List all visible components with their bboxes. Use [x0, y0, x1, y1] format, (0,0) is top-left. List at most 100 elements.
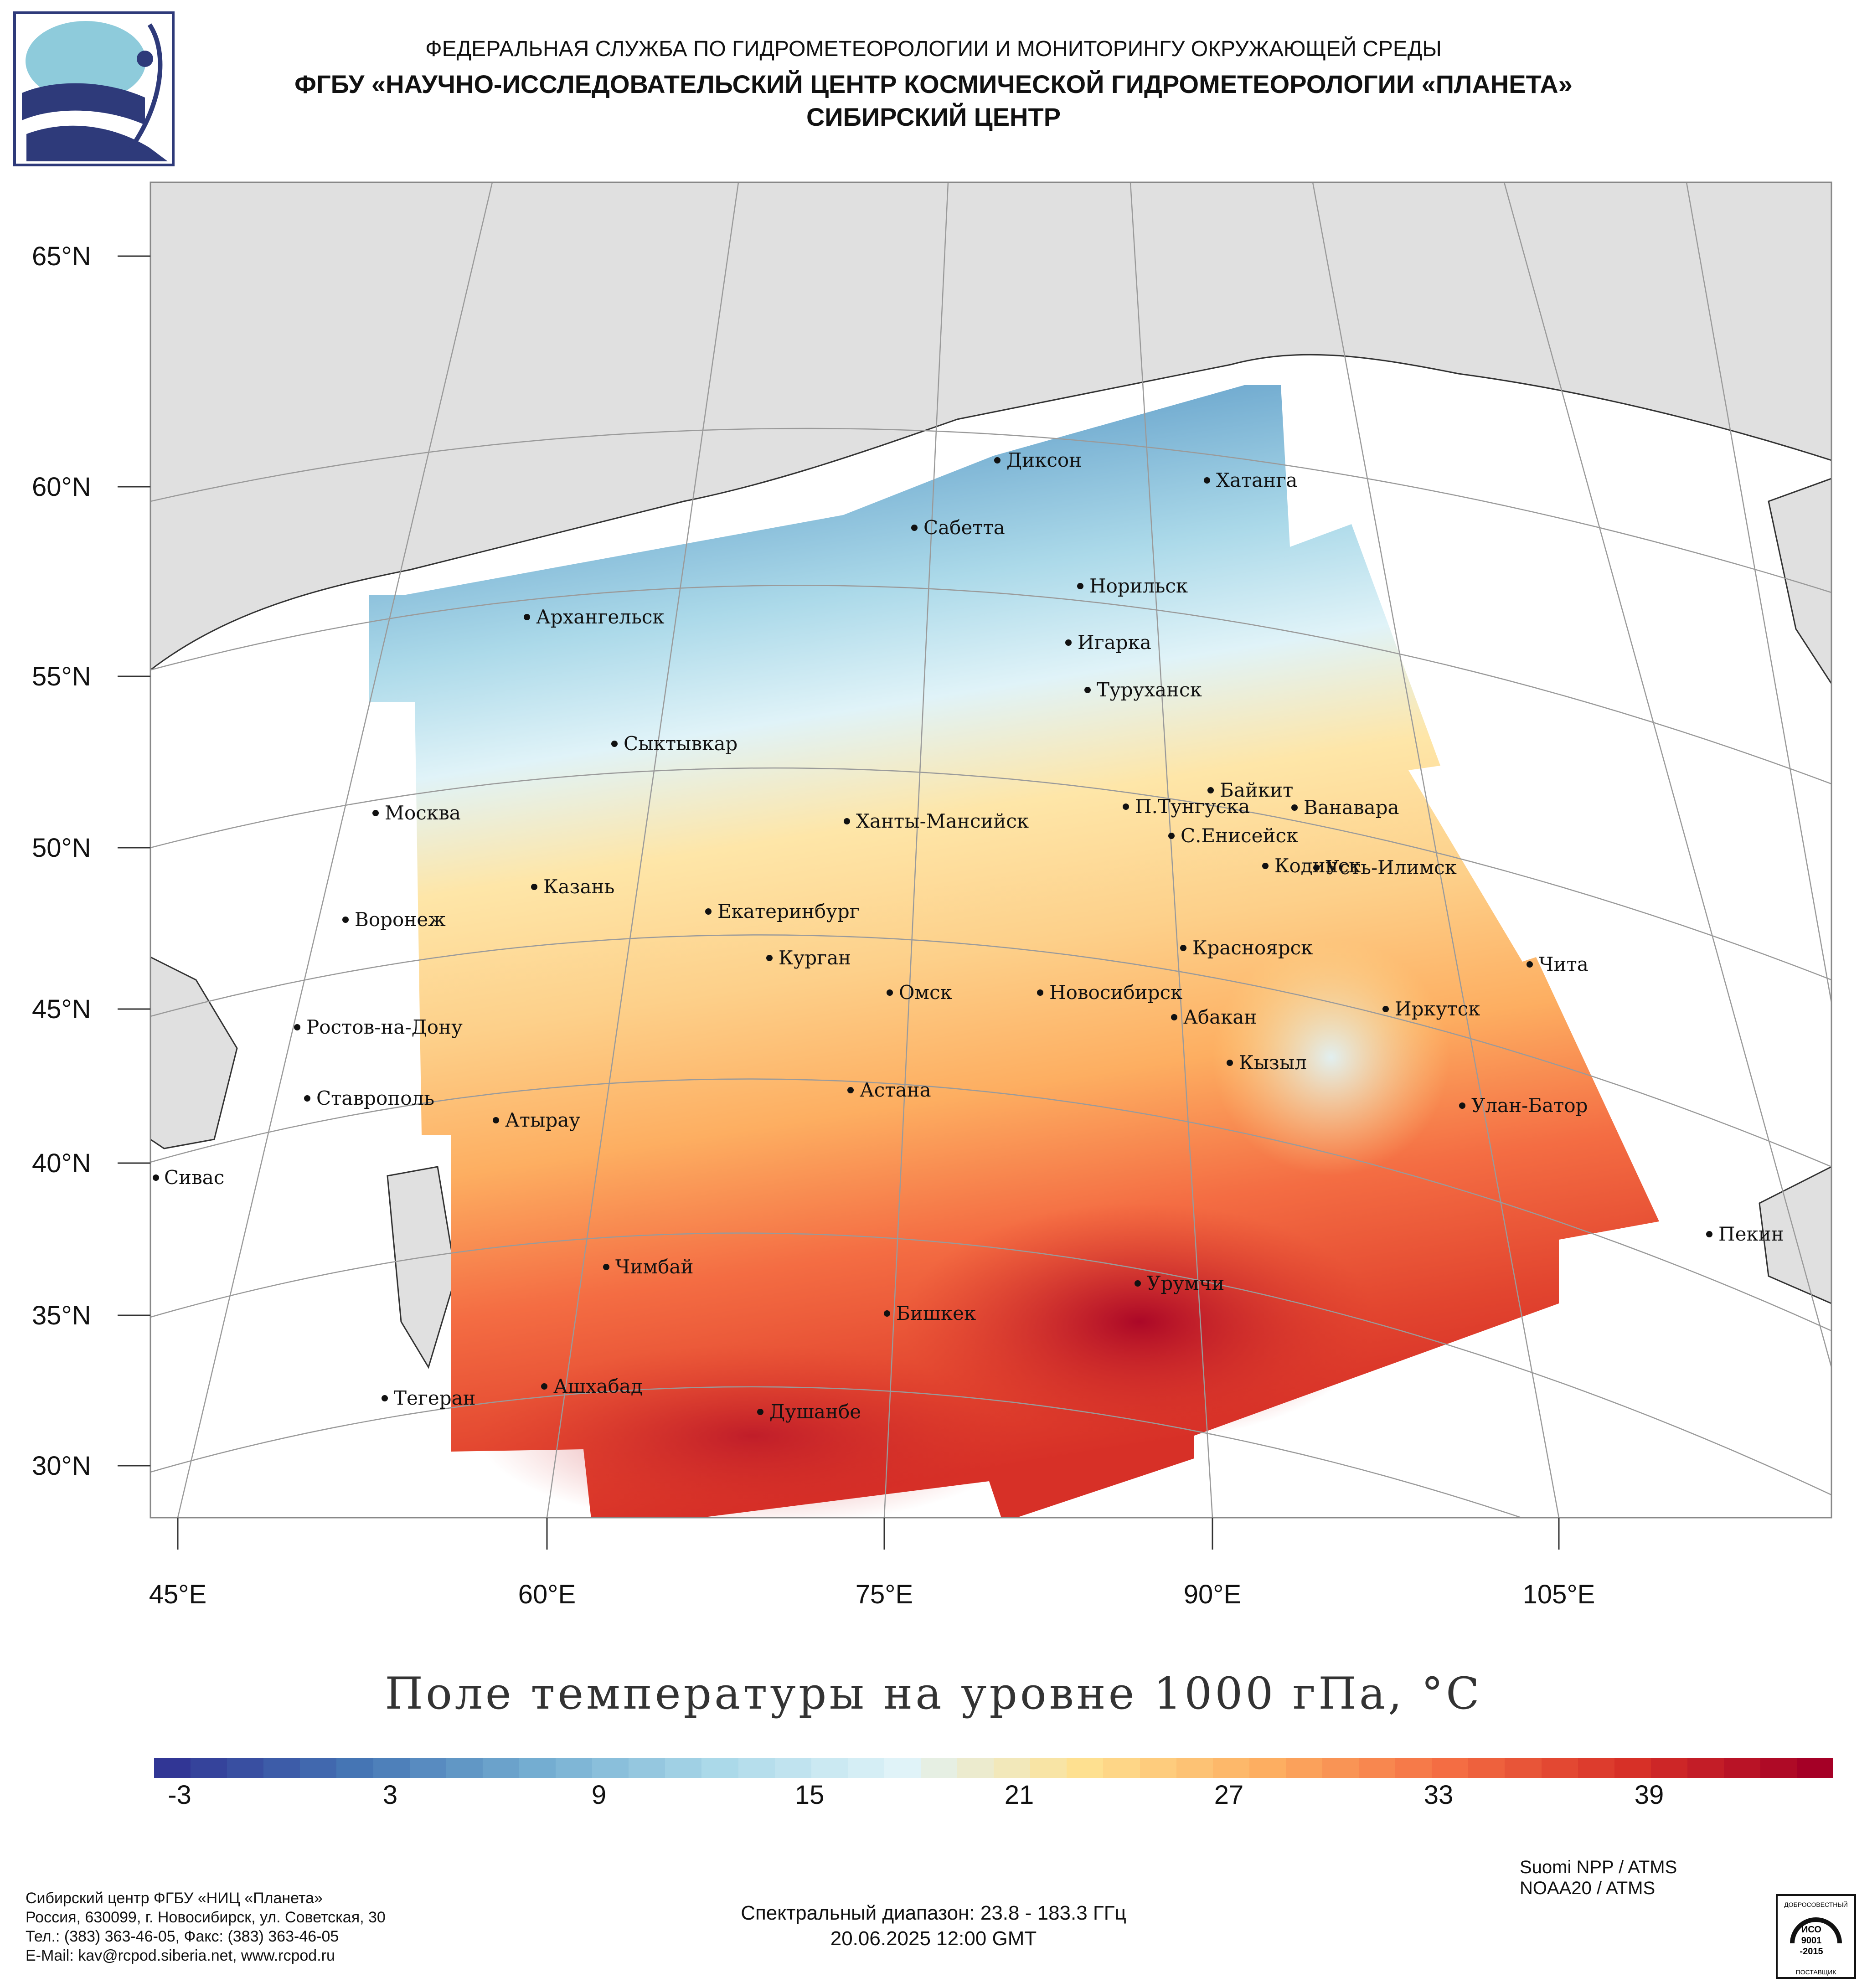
- colorbar-segment: [1614, 1758, 1651, 1778]
- colorbar-segment: [519, 1758, 556, 1778]
- colorbar-segment: [629, 1758, 665, 1778]
- colorbar-segment: [1797, 1758, 1834, 1778]
- svg-text:ПОСТАВЩИК: ПОСТАВЩИК: [1796, 1968, 1837, 1976]
- colorbar-tick: 3: [382, 1780, 398, 1810]
- footer-address: Сибирский центр ФГБУ «НИЦ «Планета» Росс…: [26, 1889, 386, 1965]
- colorbar-segment: [1468, 1758, 1505, 1778]
- lat-label-45: 45°N: [32, 994, 91, 1024]
- city-label: Атырау: [505, 1109, 580, 1131]
- colorbar-segment: [154, 1758, 191, 1778]
- colorbar-segment: [1650, 1758, 1687, 1778]
- city-label: Ванавара: [1304, 796, 1399, 819]
- city-label: Ашхабад: [553, 1375, 643, 1397]
- colorbar-tick: -3: [168, 1780, 191, 1810]
- planeta-logo: [13, 11, 175, 166]
- spectral-info: Спектральный диапазон: 23.8 - 183.3 ГГц …: [0, 1900, 1867, 1952]
- colorbar-segment: [1505, 1758, 1542, 1778]
- city-label: Кызыл: [1239, 1051, 1307, 1074]
- colorbar-segment: [957, 1758, 994, 1778]
- city-label: Москва: [385, 802, 461, 824]
- colorbar-segment: [1760, 1758, 1797, 1778]
- city-label: Астана: [860, 1079, 931, 1101]
- city-label: Сыктывкар: [624, 732, 738, 755]
- city-label: Сивас: [164, 1166, 224, 1189]
- lat-label-50: 50°N: [32, 833, 91, 863]
- city-label: Ставрополь: [316, 1087, 434, 1109]
- colorbar-segment: [446, 1758, 483, 1778]
- city-label: Чита: [1539, 953, 1588, 975]
- colorbar-segment: [1541, 1758, 1578, 1778]
- city-label: Сабетта: [923, 516, 1005, 539]
- colorbar-segment: [373, 1758, 410, 1778]
- city-label: Архангельск: [536, 606, 665, 628]
- city-label: Улан-Батор: [1471, 1094, 1588, 1117]
- iso-badge: ДОБРОСОВЕСТНЫЙ ИСО 9001 -2015 ПОСТАВЩИК: [1776, 1894, 1856, 1979]
- city-label: Чимбай: [615, 1256, 693, 1278]
- colorbar-segment: [1432, 1758, 1469, 1778]
- city-label: Казань: [543, 876, 614, 898]
- lat-label-55: 55°N: [32, 662, 91, 691]
- city-label: Туруханск: [1097, 679, 1202, 701]
- colorbar-segment: [1359, 1758, 1396, 1778]
- colorbar-segment: [1395, 1758, 1432, 1778]
- header-institute: ФГБУ «НАУЧНО-ИССЛЕДОВАТЕЛЬСКИЙ ЦЕНТР КОС…: [294, 70, 1573, 98]
- svg-text:9001: 9001: [1801, 1936, 1822, 1946]
- lon-axis: 45°E 60°E 75°E 90°E 105°E: [149, 1518, 1595, 1609]
- header-agency: ФЕДЕРАЛЬНАЯ СЛУЖБА ПО ГИДРОМЕТЕОРОЛОГИИ …: [425, 37, 1442, 61]
- city-label: Воронеж: [355, 908, 446, 931]
- satellite-line: NOAA20 / ATMS: [1520, 1878, 1656, 1898]
- colorbar-segment: [409, 1758, 446, 1778]
- city-label: Ростов-на-Дону: [306, 1016, 463, 1038]
- colorbar-segment: [1176, 1758, 1213, 1778]
- colorbar-segment: [263, 1758, 300, 1778]
- satellite-info: Suomi NPP / ATMS NOAA20 / ATMS: [1520, 1857, 1677, 1899]
- lon-label-60: 60°E: [518, 1580, 576, 1609]
- lon-label-75: 75°E: [856, 1580, 913, 1609]
- colorbar-segment: [482, 1758, 519, 1778]
- colorbar-segment: [665, 1758, 702, 1778]
- city-label: Пекин: [1718, 1223, 1784, 1245]
- header-center: СИБИРСКИЙ ЦЕНТР: [806, 103, 1061, 131]
- colorbar-segment: [701, 1758, 738, 1778]
- city-label: Усть-Илимск: [1325, 856, 1457, 879]
- graticule: [150, 182, 1831, 1518]
- temperature-swath: [369, 385, 1659, 1518]
- city-label: П.Тунгуска: [1135, 795, 1250, 818]
- colorbar-segment: [1724, 1758, 1761, 1778]
- observation-datetime: 20.06.2025 12:00 GMT: [830, 1927, 1037, 1950]
- address-line: E-Mail: kav@rcpod.siberia.net, www.rcpod…: [26, 1947, 335, 1964]
- lon-label-45: 45°E: [149, 1580, 206, 1609]
- colorbar-segment: [1249, 1758, 1286, 1778]
- colorbar-segment: [300, 1758, 337, 1778]
- colorbar-segment: [336, 1758, 373, 1778]
- lat-label-65: 65°N: [32, 242, 91, 271]
- colorbar-segment: [592, 1758, 629, 1778]
- city-label: Норильск: [1089, 575, 1188, 597]
- colorbar-segment: [738, 1758, 775, 1778]
- city-label: Ханты-Мансийск: [856, 810, 1029, 832]
- colorbar-tick: 21: [1004, 1780, 1034, 1810]
- satellite-line: Suomi NPP / ATMS: [1520, 1857, 1677, 1877]
- city-label: Екатеринбург: [717, 900, 860, 922]
- lat-label-60: 60°N: [32, 472, 91, 502]
- colorbar-segment: [1578, 1758, 1614, 1778]
- address-line: Сибирский центр ФГБУ «НИЦ «Планета»: [26, 1890, 323, 1907]
- colorbar-segment: [1103, 1758, 1140, 1778]
- colorbar: [154, 1758, 1834, 1778]
- colorbar-segment: [1030, 1758, 1067, 1778]
- lon-label-90: 90°E: [1184, 1580, 1241, 1609]
- lat-label-35: 35°N: [32, 1301, 91, 1330]
- colorbar-segment: [1140, 1758, 1176, 1778]
- lat-label-40: 40°N: [32, 1149, 91, 1178]
- colorbar-segment: [191, 1758, 227, 1778]
- colorbar-tick: 15: [794, 1780, 825, 1810]
- city-label: Абакан: [1183, 1006, 1257, 1028]
- colorbar-segment: [1687, 1758, 1724, 1778]
- map-frame: [150, 181, 1832, 1519]
- colorbar-segment: [1067, 1758, 1104, 1778]
- address-line: Россия, 630099, г. Новосибирск, ул. Сове…: [26, 1909, 386, 1926]
- svg-text:ДОБРОСОВЕСТНЫЙ: ДОБРОСОВЕСТНЫЙ: [1784, 1900, 1848, 1908]
- colorbar-segment: [811, 1758, 848, 1778]
- city-label: Диксон: [1006, 449, 1082, 471]
- colorbar-tick: 27: [1214, 1780, 1244, 1810]
